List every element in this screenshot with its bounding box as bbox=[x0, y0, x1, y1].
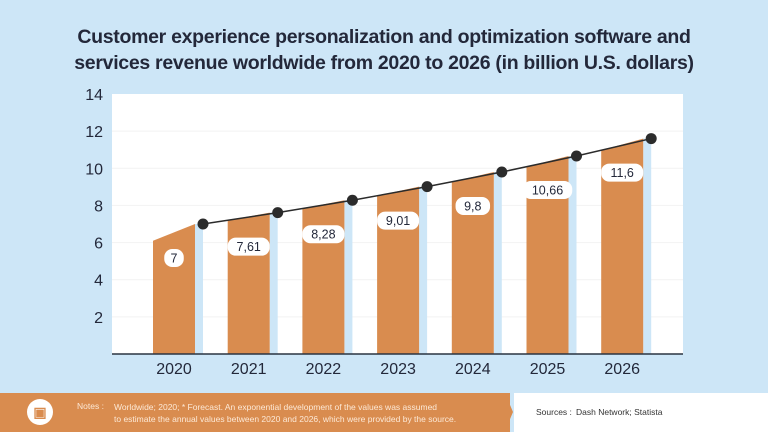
sources-band bbox=[514, 393, 768, 432]
bar-shadow bbox=[419, 186, 428, 354]
data-label-bg bbox=[164, 249, 184, 267]
x-tick-label: 2024 bbox=[455, 361, 491, 378]
notes-band bbox=[0, 393, 510, 432]
data-label: 8,28 bbox=[311, 228, 335, 242]
notes-line-1: Worldwide; 2020; * Forecast. An exponent… bbox=[114, 402, 438, 412]
bar-shadow bbox=[568, 156, 577, 354]
x-tick-label: 2021 bbox=[231, 361, 267, 378]
data-label: 11,6 bbox=[610, 166, 633, 180]
sources-label: Sources : bbox=[536, 407, 572, 417]
bar-shadow bbox=[195, 224, 203, 354]
bar bbox=[451, 172, 494, 354]
data-point bbox=[645, 133, 657, 145]
data-label-bg bbox=[522, 181, 573, 200]
x-tick-label: 2020 bbox=[156, 361, 192, 378]
y-tick-label: 12 bbox=[85, 124, 103, 141]
footer: ▣ Notes : Worldwide; 2020; * Forecast. A… bbox=[0, 393, 768, 432]
notes-line-2: to estimate the annual values between 20… bbox=[114, 414, 457, 424]
notes-arrow bbox=[505, 393, 513, 431]
bar bbox=[302, 200, 345, 354]
bar-shadow bbox=[643, 138, 652, 354]
bar-shadow bbox=[269, 212, 278, 354]
data-label-bg bbox=[377, 211, 420, 230]
data-point bbox=[421, 181, 433, 193]
data-label-bg bbox=[227, 237, 270, 256]
data-point bbox=[272, 207, 284, 219]
bar bbox=[526, 156, 569, 354]
title-line-1: Customer experience personalization and … bbox=[77, 26, 691, 48]
bar bbox=[601, 138, 644, 354]
data-point bbox=[571, 150, 582, 162]
data-label-bg bbox=[302, 225, 345, 244]
x-tick-label: 2025 bbox=[530, 361, 566, 378]
notes-label: Notes : bbox=[77, 401, 104, 411]
bar-shadow bbox=[493, 172, 502, 354]
data-label: 10,66 bbox=[532, 184, 563, 198]
bar-chart: 2 4 6 8 10 12 14 2020 2021 2022 2023 2024 2025 2026 7 7… bbox=[85, 87, 683, 378]
y-tick-label: 6 bbox=[94, 236, 103, 253]
notes-text: Worldwide; 2020; * Forecast. An exponent… bbox=[114, 401, 504, 425]
chart-title: Customer experience personalization and … bbox=[0, 24, 768, 76]
data-point bbox=[496, 166, 508, 178]
data-label: 9,01 bbox=[386, 214, 410, 228]
y-tick-label: 2 bbox=[94, 310, 103, 327]
data-label: 9,8 bbox=[464, 200, 481, 214]
x-tick-label: 2026 bbox=[604, 361, 640, 378]
data-label-bg bbox=[455, 197, 491, 215]
title-line-2: services revenue worldwide from 2020 to … bbox=[74, 52, 694, 74]
data-point bbox=[346, 194, 358, 206]
x-tick-label: 2022 bbox=[306, 361, 342, 378]
y-tick-label: 10 bbox=[85, 161, 103, 178]
y-tick-label: 4 bbox=[94, 273, 103, 290]
x-tick-label: 2023 bbox=[380, 361, 416, 378]
data-label: 7,61 bbox=[237, 240, 261, 254]
statista-logo-icon: ▣ bbox=[27, 399, 53, 425]
y-tick-label: 14 bbox=[85, 87, 103, 104]
data-point bbox=[197, 218, 209, 230]
bar-shadow bbox=[344, 200, 353, 354]
y-tick-label: 8 bbox=[94, 198, 103, 215]
data-label: 7 bbox=[171, 252, 178, 266]
bar bbox=[227, 212, 270, 354]
bar bbox=[153, 224, 195, 354]
data-label-bg bbox=[601, 163, 644, 182]
sources-text: Dash Network; Statista bbox=[576, 407, 663, 417]
